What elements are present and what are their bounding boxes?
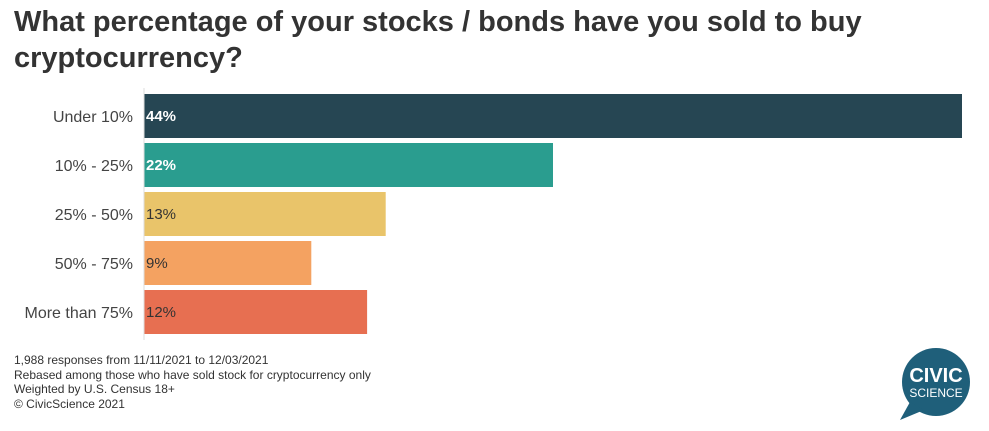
value-label-3: 9% — [146, 255, 168, 272]
category-label-1: 10% - 25% — [55, 158, 133, 175]
category-label-0: Under 10% — [53, 109, 133, 126]
note-copyright: © CivicScience 2021 — [14, 396, 125, 411]
chart-title: What percentage of your stocks / bonds h… — [14, 6, 862, 74]
note-weighting: Weighted by U.S. Census 18+ — [14, 382, 175, 396]
value-label-4: 12% — [146, 304, 176, 321]
bar-1 — [144, 143, 553, 187]
logo-circle — [902, 348, 970, 416]
bar-4 — [144, 290, 368, 334]
category-label-4: More than 75% — [24, 305, 133, 322]
value-labels-group: 44% 22% 13% 9% 12% — [146, 108, 176, 321]
value-label-2: 13% — [146, 206, 176, 223]
source-notes: 1,988 responses from 11/11/2021 to 12/03… — [14, 353, 371, 411]
category-labels-group: Under 10% 10% - 25% 25% - 50% 50% - 75% More… — [24, 109, 133, 322]
bars-group — [144, 94, 962, 334]
bar-0 — [144, 94, 962, 138]
logo-text-science: SCIENCE — [909, 386, 962, 400]
logo-speech-tail — [900, 402, 924, 420]
bar-chart: Under 10% 10% - 25% 25% - 50% 50% - 75% More… — [24, 88, 962, 340]
value-label-1: 22% — [146, 157, 176, 174]
value-label-0: 44% — [146, 108, 176, 125]
civicscience-logo: CIVIC SCIENCE — [900, 348, 970, 420]
category-label-2: 25% - 50% — [55, 207, 133, 224]
logo-text-civic: CIVIC — [909, 365, 962, 387]
bar-2 — [144, 192, 386, 236]
note-responses: 1,988 responses from 11/11/2021 to 12/03… — [14, 353, 269, 367]
bar-3 — [144, 241, 312, 285]
note-rebased: Rebased among those who have sold stock … — [14, 367, 371, 382]
category-label-3: 50% - 75% — [55, 256, 133, 273]
